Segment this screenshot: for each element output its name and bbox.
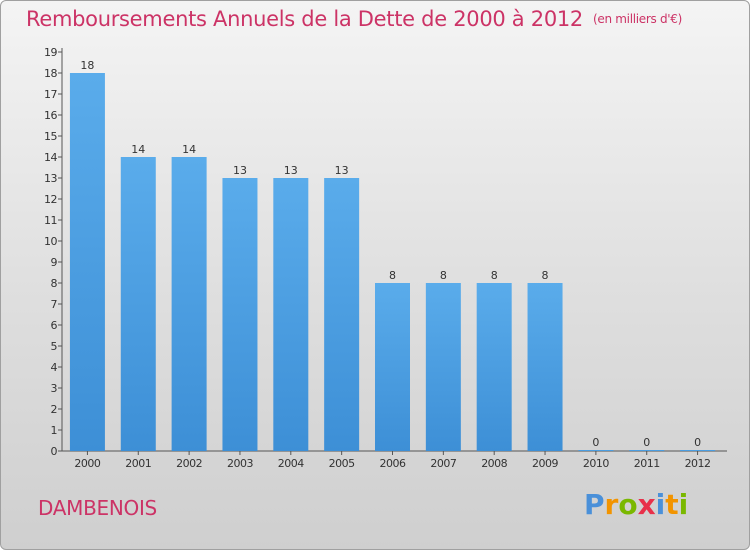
y-tick-label: 7: [51, 298, 58, 311]
y-tick-label: 10: [44, 235, 57, 248]
x-tick-label: 2010: [583, 457, 609, 470]
bar: [578, 450, 614, 451]
y-tick-label: 11: [44, 214, 57, 227]
y-tick-label: 5: [51, 340, 58, 353]
y-tick-label: 0: [51, 445, 58, 458]
logo-letter: t: [665, 488, 679, 521]
y-tick-label: 3: [51, 382, 58, 395]
x-tick-label: 2005: [329, 457, 355, 470]
bar-value-label: 13: [233, 164, 247, 177]
bar: [375, 283, 410, 451]
bar-value-label: 18: [80, 59, 94, 72]
bar: [222, 178, 258, 451]
commune-name: DAMBENOIS: [38, 496, 157, 520]
bar-value-label: 14: [131, 143, 145, 156]
bar-value-label: 8: [542, 269, 549, 282]
bar: [69, 73, 105, 451]
y-tick-label: 2: [51, 403, 58, 416]
proxiti-logo: Proxiti: [584, 488, 688, 521]
bar-value-label: 0: [643, 436, 650, 449]
bar: [324, 178, 360, 451]
y-tick-label: 18: [44, 67, 57, 80]
y-tick-label: 19: [44, 46, 57, 59]
unit-label: (en milliers d'€): [593, 12, 683, 26]
y-tick-label: 14: [44, 151, 57, 164]
bar: [273, 178, 309, 451]
title-text: Remboursements Annuels de la Dette de 20…: [26, 7, 583, 31]
x-tick-label: 2009: [532, 457, 558, 470]
bar: [425, 283, 461, 451]
x-tick-label: 2007: [430, 457, 456, 470]
logo-letter: P: [584, 488, 605, 521]
y-tick-label: 15: [44, 130, 57, 143]
x-tick-label: 2012: [685, 457, 711, 470]
logo-letter: i: [678, 488, 689, 521]
x-tick-label: 2002: [176, 457, 202, 470]
y-tick-label: 1: [51, 424, 58, 437]
bar: [680, 450, 716, 451]
bar-value-label: 8: [389, 269, 396, 282]
y-tick-label: 9: [51, 256, 58, 269]
y-tick-label: 6: [51, 319, 58, 332]
bar: [476, 283, 512, 451]
logo-letter: r: [604, 488, 619, 521]
x-tick-label: 2000: [74, 457, 100, 470]
y-tick-label: 12: [44, 193, 57, 206]
y-tick-label: 17: [44, 88, 57, 101]
bar-value-label: 0: [694, 436, 701, 449]
bar-value-label: 14: [182, 143, 196, 156]
x-tick-label: 2006: [380, 457, 406, 470]
x-tick-label: 2003: [227, 457, 253, 470]
bar-value-label: 8: [491, 269, 498, 282]
y-tick-label: 16: [44, 109, 57, 122]
logo-letter: x: [637, 488, 656, 521]
x-tick-label: 2011: [634, 457, 660, 470]
bar-value-label: 13: [284, 164, 298, 177]
bar: [527, 283, 563, 451]
y-tick-label: 4: [51, 361, 58, 374]
bar: [120, 157, 156, 451]
x-tick-label: 2008: [481, 457, 507, 470]
chart-title: Remboursements Annuels de la Dette de 20…: [26, 7, 682, 31]
bar: [171, 157, 207, 451]
x-tick-label: 2004: [278, 457, 304, 470]
bar: [629, 450, 665, 451]
x-tick-label: 2001: [125, 457, 151, 470]
bar-value-label: 0: [592, 436, 599, 449]
logo-letter: o: [618, 488, 638, 521]
y-tick-label: 8: [51, 277, 58, 290]
y-tick-label: 13: [44, 172, 57, 185]
bar-value-label: 8: [440, 269, 447, 282]
logo-letter: i: [655, 488, 666, 521]
bar-value-label: 13: [335, 164, 349, 177]
